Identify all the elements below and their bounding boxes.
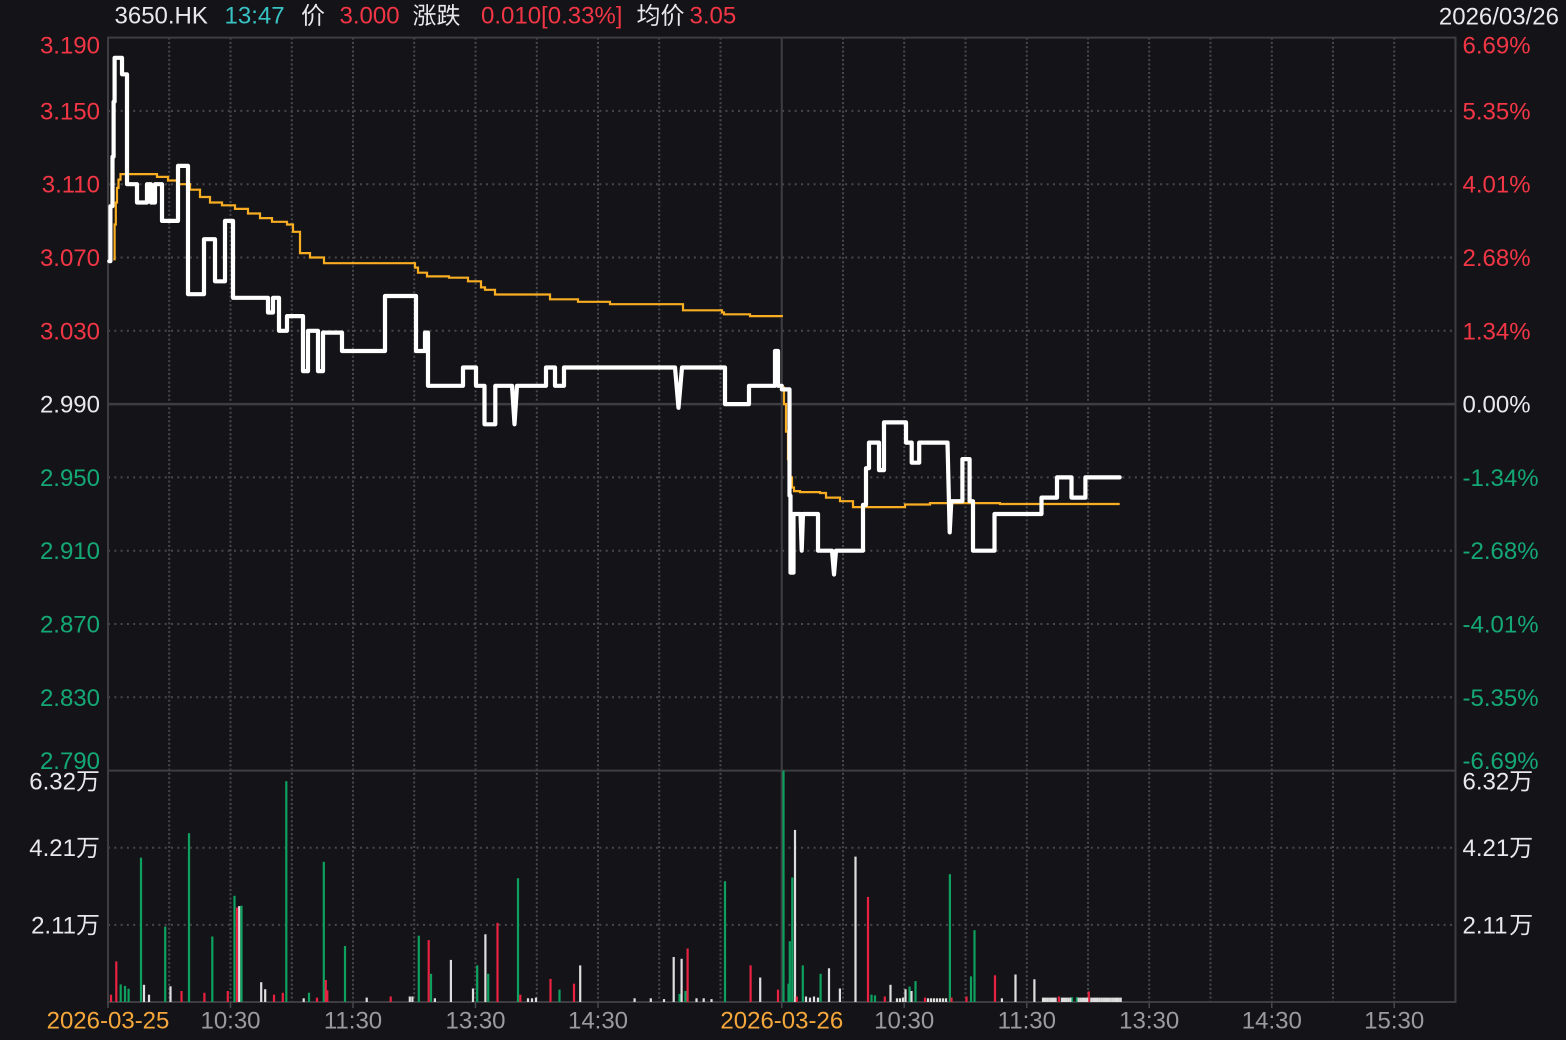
svg-text:15:30: 15:30 <box>1364 1008 1424 1035</box>
svg-text:2.11: 2.11 <box>1463 912 1508 939</box>
svg-text:3650.HK: 3650.HK <box>115 3 208 30</box>
svg-text:3.030: 3.030 <box>40 318 100 345</box>
svg-text:-5.35%: -5.35% <box>1463 685 1539 712</box>
svg-text:2026-03-26: 2026-03-26 <box>720 1008 843 1035</box>
svg-text:3.150: 3.150 <box>40 98 100 125</box>
svg-text:4.21: 4.21 <box>1463 835 1510 862</box>
svg-text:6.32: 6.32 <box>29 769 76 796</box>
svg-text:2026/03/26: 2026/03/26 <box>1439 4 1559 31</box>
svg-text:0.010[0.33%]: 0.010[0.33%] <box>481 3 622 30</box>
svg-text:10:30: 10:30 <box>874 1008 934 1035</box>
svg-text:3.070: 3.070 <box>40 245 100 272</box>
svg-text:2.830: 2.830 <box>40 685 100 712</box>
svg-text:2.950: 2.950 <box>40 465 100 492</box>
svg-text:-6.69%: -6.69% <box>1463 748 1539 775</box>
svg-text:-1.34%: -1.34% <box>1463 465 1539 492</box>
svg-text:4.21: 4.21 <box>29 835 76 862</box>
svg-text:3.190: 3.190 <box>40 33 100 60</box>
svg-text:-2.68%: -2.68% <box>1463 538 1539 565</box>
svg-text:2.990: 2.990 <box>40 392 100 419</box>
svg-text:-4.01%: -4.01% <box>1463 612 1539 639</box>
svg-text:3.05: 3.05 <box>690 3 737 30</box>
svg-text:6.32: 6.32 <box>1463 769 1510 796</box>
svg-text:2.11: 2.11 <box>31 912 76 939</box>
svg-text:3.110: 3.110 <box>42 172 100 199</box>
svg-text:2026-03-25: 2026-03-25 <box>47 1008 170 1035</box>
svg-text:13:30: 13:30 <box>1119 1008 1179 1035</box>
svg-text:13:30: 13:30 <box>445 1008 505 1035</box>
svg-text:14:30: 14:30 <box>568 1008 628 1035</box>
svg-text:0.00%: 0.00% <box>1463 392 1531 419</box>
svg-text:2.68%: 2.68% <box>1463 245 1531 272</box>
svg-text:11:30: 11:30 <box>998 1008 1056 1035</box>
svg-text:2.910: 2.910 <box>40 538 100 565</box>
svg-text:2.870: 2.870 <box>40 612 100 639</box>
svg-text:13:47: 13:47 <box>225 3 285 30</box>
svg-text:10:30: 10:30 <box>200 1008 260 1035</box>
svg-text:2.790: 2.790 <box>40 748 100 775</box>
svg-text:4.01%: 4.01% <box>1463 172 1531 199</box>
svg-text:14:30: 14:30 <box>1242 1008 1302 1035</box>
svg-text:3.000: 3.000 <box>340 3 400 30</box>
svg-text:6.69%: 6.69% <box>1463 33 1531 60</box>
svg-text:11:30: 11:30 <box>324 1008 382 1035</box>
svg-text:1.34%: 1.34% <box>1463 318 1531 345</box>
svg-text:5.35%: 5.35% <box>1463 98 1531 125</box>
